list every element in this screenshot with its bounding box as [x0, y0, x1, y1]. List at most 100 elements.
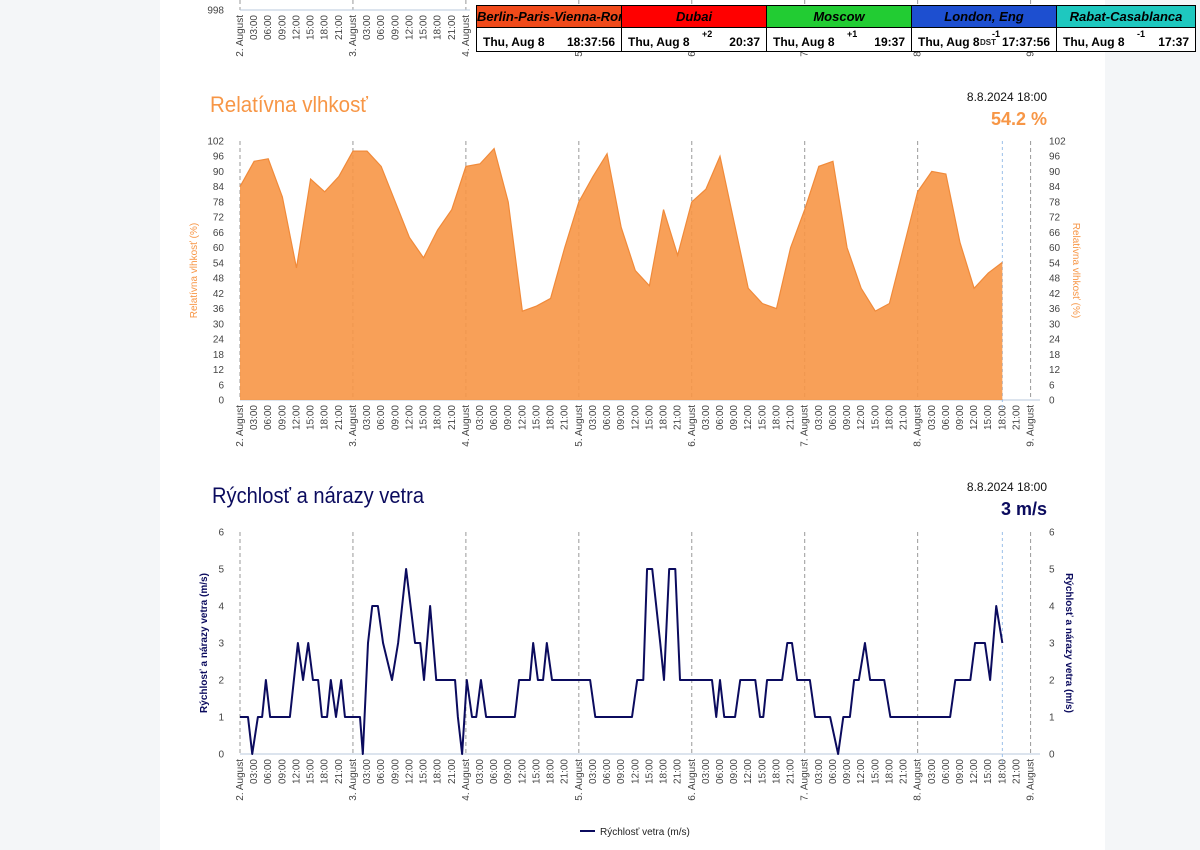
x-tick-label: 09:00: [277, 405, 288, 430]
x-tick-label: 15:00: [757, 759, 768, 784]
x-tick-label: 8. August: [913, 759, 924, 801]
clock-offset: -1: [992, 29, 1001, 39]
y-tick-label-right: 66: [1049, 228, 1061, 239]
x-tick-label: 18:00: [433, 405, 444, 430]
y-tick-label: 24: [213, 335, 225, 346]
x-tick-label: 06:00: [602, 759, 613, 784]
x-tick-label: 09:00: [842, 759, 853, 784]
x-tick-label: 21:00: [786, 405, 797, 430]
x-tick-label: 06:00: [376, 405, 387, 430]
x-tick-label: 12:00: [856, 759, 867, 784]
x-tick-label: 15:00: [870, 405, 881, 430]
x-tick-label: 3. August: [348, 759, 359, 801]
x-tick-label: 06:00: [489, 759, 500, 784]
x-tick-label: 18:00: [997, 405, 1008, 430]
y-tick-label: 12: [213, 365, 225, 376]
x-tick-label: 06:00: [941, 405, 952, 430]
clock: Dubai Thu, Aug 8 +2 20:37: [622, 6, 767, 51]
x-tick-label: 21:00: [334, 405, 345, 430]
current-time: 8.8.2024 18:00: [967, 90, 1047, 104]
y-tick-label: 48: [213, 274, 225, 285]
x-tick-label: 12:00: [743, 759, 754, 784]
y-tick-label: 60: [213, 243, 225, 254]
clock-date: Thu, Aug 8: [773, 35, 835, 49]
x-tick-label: 4. August: [461, 405, 472, 447]
y-tick-label: 84: [213, 182, 225, 193]
x-tick-label: 03:00: [475, 405, 486, 430]
x-tick-label: 15:00: [306, 15, 317, 40]
x-tick-label: 6. August: [687, 759, 698, 801]
x-tick-label: 03:00: [362, 405, 373, 430]
y-tick-label: 998: [207, 6, 224, 17]
current-time: 8.8.2024 18:00: [967, 480, 1047, 494]
x-tick-label: 12:00: [743, 405, 754, 430]
y-tick-label-right: 6: [1049, 528, 1055, 539]
y-tick-label: 6: [218, 380, 224, 391]
y-tick-label-right: 4: [1049, 602, 1055, 613]
x-tick-label: 15:00: [757, 405, 768, 430]
x-tick-label: 21:00: [334, 759, 345, 784]
y-tick-label-right: 18: [1049, 350, 1061, 361]
y-tick-label: 3: [218, 639, 224, 650]
x-tick-label: 12:00: [856, 405, 867, 430]
x-tick-label: 15:00: [419, 405, 430, 430]
x-tick-label: 18:00: [320, 759, 331, 784]
clock-dst: DST: [980, 38, 996, 47]
x-tick-label: 18:00: [546, 759, 557, 784]
x-tick-label: 03:00: [588, 759, 599, 784]
x-tick-label: 06:00: [602, 405, 613, 430]
x-tick-label: 21:00: [673, 405, 684, 430]
clock-row: Thu, Aug 8 18:37:56: [477, 28, 621, 51]
y-tick-label-right: 90: [1049, 167, 1061, 178]
x-tick-label: 09:00: [503, 405, 514, 430]
x-tick-label: 06:00: [376, 759, 387, 784]
x-tick-label: 03:00: [814, 759, 825, 784]
area-line: [239, 147, 1003, 312]
clock-date: Thu, Aug 8: [1063, 35, 1125, 49]
x-tick-label: 18:00: [320, 15, 331, 40]
x-tick-label: 18:00: [771, 405, 782, 430]
y-tick-label: 5: [218, 565, 224, 576]
y-tick-label-right: 72: [1049, 213, 1061, 224]
y-tick-label-right: 0: [1049, 396, 1055, 407]
x-tick-label: 15:00: [644, 405, 655, 430]
x-tick-label: 03:00: [588, 405, 599, 430]
current-value: 54.2 %: [991, 109, 1047, 129]
x-tick-label: 18:00: [997, 759, 1008, 784]
x-tick-label: 7. August: [800, 759, 811, 801]
x-tick-label: 12:00: [404, 405, 415, 430]
x-tick-label: 9. August: [1026, 405, 1037, 447]
y-tick-label: 0: [218, 396, 224, 407]
x-tick-label: 15:00: [531, 405, 542, 430]
x-tick-label: 12:00: [404, 15, 415, 40]
x-tick-label: 4. August: [461, 759, 472, 801]
x-tick-label: 09:00: [729, 405, 740, 430]
y-tick-label-right: 2: [1049, 676, 1055, 687]
x-tick-label: 09:00: [390, 759, 401, 784]
x-tick-label: 12:00: [291, 15, 302, 40]
x-tick-label: 18:00: [771, 759, 782, 784]
x-tick-label: 18:00: [433, 759, 444, 784]
y-tick-label: 72: [213, 213, 225, 224]
x-tick-label: 03:00: [475, 759, 486, 784]
x-tick-label: 06:00: [828, 759, 839, 784]
x-tick-label: 18:00: [659, 759, 670, 784]
x-tick-label: 15:00: [419, 759, 430, 784]
chart-title: Rýchlosť a nárazy vetra: [212, 483, 425, 508]
clock-time: 17:37:56: [1001, 35, 1050, 49]
x-tick-label: 06:00: [263, 15, 274, 40]
y-tick-label: 30: [213, 319, 225, 330]
x-tick-label: 12:00: [517, 405, 528, 430]
y-tick-label: 96: [213, 152, 225, 163]
x-tick-label: 12:00: [517, 759, 528, 784]
x-tick-label: 3. August: [348, 405, 359, 447]
clock-time: 20:37: [729, 35, 760, 49]
x-tick-label: 7. August: [800, 405, 811, 447]
x-tick-label: 03:00: [927, 759, 938, 784]
x-tick-label: 03:00: [362, 759, 373, 784]
x-tick-label: 15:00: [306, 759, 317, 784]
x-tick-label: 18:00: [884, 405, 895, 430]
x-tick-label: 2. August: [235, 759, 246, 801]
x-tick-label: 03:00: [701, 405, 712, 430]
clock-offset: +1: [847, 29, 858, 39]
